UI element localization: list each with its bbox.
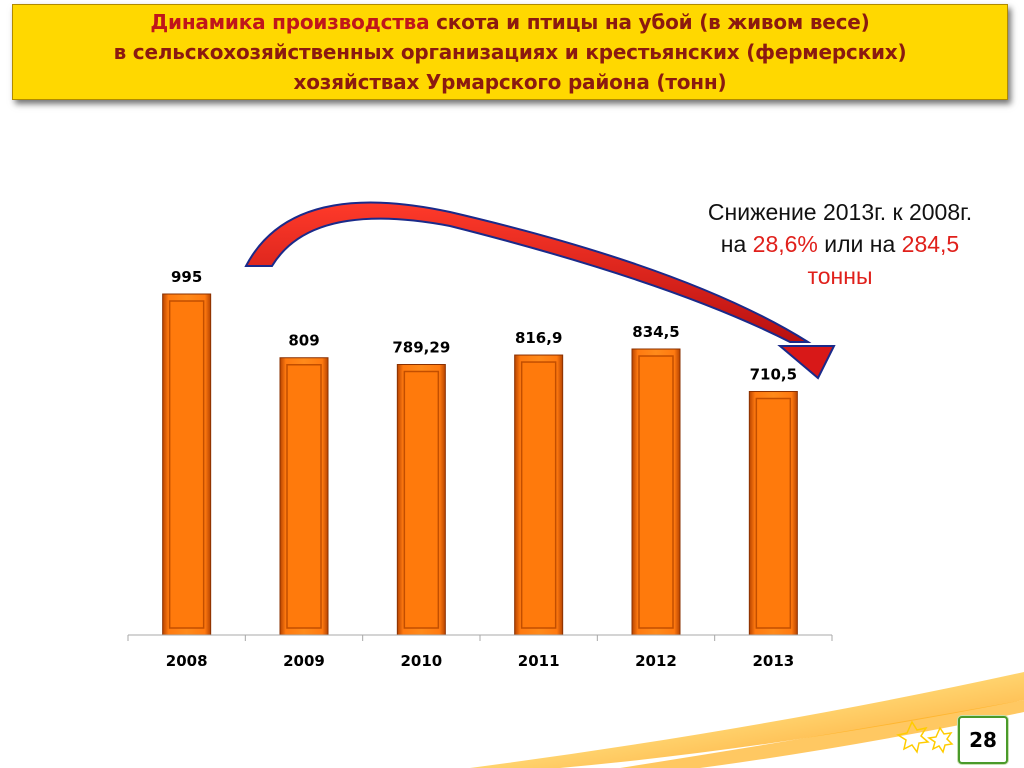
category-label: 2013: [752, 652, 794, 670]
bar: [514, 354, 564, 636]
category-labels-layer: 2008 2009 2010 2011 2012 2013: [166, 652, 794, 670]
title-line-1-rest: скота и птицы на убой (в живом весе): [429, 10, 870, 34]
note-line-1: Снижение 2013г. к 2008г.: [707, 199, 973, 225]
category-label: 2011: [518, 652, 560, 670]
bar-bevel: [168, 300, 205, 629]
category-label: 2008: [166, 652, 208, 670]
value-label: 789,29: [392, 338, 450, 356]
page-number-badge: 28: [958, 716, 1008, 764]
value-label: 809: [288, 332, 319, 350]
bar-bevel: [286, 363, 322, 629]
note-percent: 28,6%: [752, 231, 818, 257]
value-label: 710,5: [750, 366, 797, 384]
bar: [631, 348, 681, 636]
bars-layer: [162, 293, 798, 636]
decline-note: Снижение 2013г. к 2008г. на 28,6% или на…: [670, 196, 1010, 292]
bar: [748, 391, 798, 636]
value-labels-layer: 995 809 789,29 816,9 834,5 710,5: [171, 268, 797, 384]
bar: [162, 293, 212, 636]
decorative-swoosh: [470, 672, 1024, 768]
note-prefix: на: [720, 231, 753, 257]
note-line-2: на 28,6% или на 284,5: [670, 228, 1010, 260]
bar: [279, 357, 329, 636]
bar-bevel: [403, 370, 440, 629]
value-label: 816,9: [515, 329, 562, 347]
title-line-1: Динамика производства скота и птицы на у…: [150, 7, 869, 37]
category-label: 2010: [400, 652, 442, 670]
decline-arrow: [244, 201, 836, 380]
note-unit: тонны: [807, 263, 873, 289]
title-line-2: в сельскохозяйственных организациях и кр…: [113, 40, 907, 64]
x-axis-ticks: [127, 635, 833, 641]
bar: [396, 363, 446, 636]
star-decoration: [896, 720, 954, 754]
bar-bevel: [520, 361, 557, 629]
title-line-3: хозяйствах Урмарского района (тонн): [293, 70, 727, 94]
note-middle: или на: [817, 231, 902, 257]
bar-bevel: [638, 355, 674, 629]
title-accent: Динамика производства: [150, 10, 430, 34]
value-label: 834,5: [632, 323, 679, 341]
bar-bevel: [755, 397, 792, 629]
note-amount: 284,5: [901, 231, 960, 257]
category-label: 2012: [635, 652, 677, 670]
category-label: 2009: [283, 652, 325, 670]
value-label: 995: [171, 268, 202, 286]
title-banner: Динамика производства скота и птицы на у…: [12, 4, 1008, 100]
